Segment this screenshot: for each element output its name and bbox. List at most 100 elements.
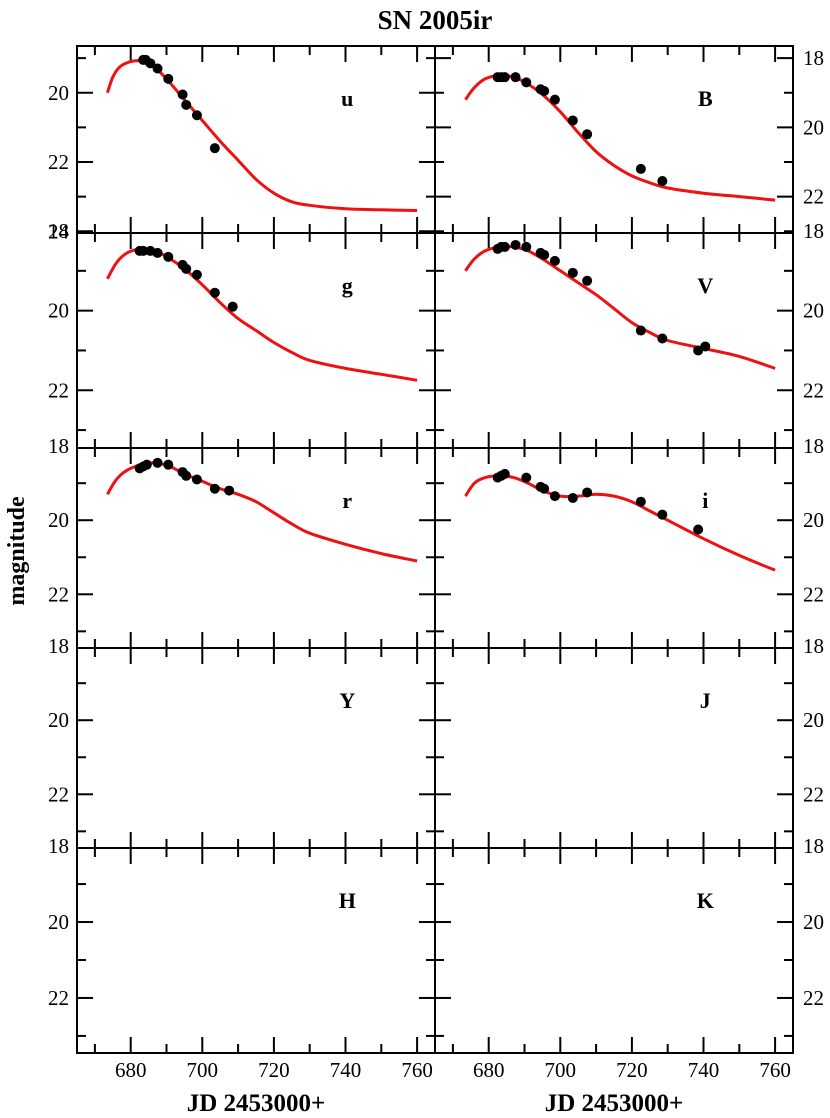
- x-axis-label-left: JD 2453000+: [187, 1090, 326, 1117]
- x-axis-label-right: JD 2453000+: [545, 1090, 684, 1117]
- band-label-u: u: [341, 86, 353, 111]
- data-point-g: [227, 301, 238, 312]
- data-point-i: [635, 496, 646, 507]
- data-point-V: [510, 239, 521, 250]
- data-point-V: [700, 341, 711, 352]
- panel-g: 18 20 22 g: [48, 219, 436, 449]
- panel-i: 18 20 22 i: [434, 434, 824, 649]
- data-point-V: [499, 241, 510, 252]
- y-tick-label: 22: [803, 185, 824, 209]
- band-label-B: B: [698, 86, 713, 111]
- data-point-B: [521, 77, 532, 88]
- data-point-r: [181, 470, 192, 481]
- data-point-r: [209, 483, 220, 494]
- panel-frame-B: [434, 45, 794, 234]
- y-tick-label: 20: [48, 508, 69, 532]
- data-point-V: [549, 255, 560, 266]
- y-tick-label: 18: [48, 834, 69, 858]
- y-tick-label: 20: [48, 81, 69, 105]
- panel-B: 18 20 22 B: [434, 45, 824, 234]
- panel-frame-V: [434, 232, 794, 449]
- x-tick-label: 680: [473, 1058, 505, 1082]
- data-point-B: [499, 72, 510, 83]
- y-tick-label: 22: [803, 986, 824, 1010]
- panels-layer: 202224u182022B182022g182022V182022r18202…: [48, 45, 824, 1082]
- data-point-r: [163, 459, 174, 470]
- x-tick-label: 720: [616, 1058, 648, 1082]
- y-tick-label: 20: [803, 299, 824, 323]
- y-tick-label: 22: [48, 986, 69, 1010]
- model-curve-i: [464, 474, 776, 572]
- y-tick-label: 18: [48, 634, 69, 658]
- model-curve-V: [464, 244, 776, 370]
- y-tick-label: 18: [803, 434, 824, 458]
- data-point-i: [539, 483, 550, 494]
- data-point-i: [549, 491, 560, 502]
- model-curve-B: [464, 73, 776, 202]
- x-tick-label: 740: [688, 1058, 720, 1082]
- y-tick-label: 22: [803, 582, 824, 606]
- band-label-J: J: [700, 688, 711, 713]
- panel-frame-Y: [76, 647, 436, 849]
- panel-frame-g: [76, 232, 436, 449]
- band-label-H: H: [339, 888, 356, 913]
- panel-u: 20 22 24 u: [48, 45, 436, 243]
- data-point-r: [152, 457, 163, 468]
- data-point-V: [567, 267, 578, 278]
- panel-K: 680 700 720 740 760 18 20 22 K: [434, 834, 824, 1082]
- data-point-u: [145, 58, 156, 69]
- data-point-g: [209, 287, 220, 298]
- data-point-B: [539, 86, 550, 97]
- panel-frame-K: [434, 847, 794, 1054]
- y-tick-label: 18: [803, 834, 824, 858]
- y-tick-label: 20: [803, 910, 824, 934]
- y-tick-label: 18: [48, 219, 69, 243]
- y-tick-label: 24: [48, 219, 70, 243]
- x-tick-label: 760: [759, 1058, 791, 1082]
- panel-frame-J: [434, 647, 794, 849]
- panel-V: 18 20 22 V: [434, 219, 824, 449]
- data-point-B: [567, 115, 578, 126]
- data-point-u: [181, 99, 192, 110]
- data-point-g: [181, 263, 192, 274]
- data-point-V: [635, 325, 646, 336]
- data-point-i: [567, 493, 578, 503]
- y-tick-label: 22: [803, 782, 824, 806]
- panel-H: 680 700 720 740 760 18 20 22 H: [48, 834, 436, 1082]
- x-tick-label: 700: [187, 1058, 219, 1082]
- x-tick-label: 700: [545, 1058, 577, 1082]
- band-label-K: K: [697, 888, 714, 913]
- panel-frame-r: [76, 447, 436, 649]
- y-tick-label: 22: [803, 378, 824, 402]
- data-point-B: [582, 129, 593, 140]
- data-point-r: [141, 459, 152, 470]
- panel-frame-H: [76, 847, 436, 1054]
- y-tick-label: 22: [48, 150, 69, 174]
- data-point-i: [582, 487, 593, 498]
- data-point-i: [693, 524, 704, 535]
- y-tick-label: 20: [803, 115, 824, 139]
- band-label-r: r: [342, 488, 352, 513]
- band-label-i: i: [702, 488, 708, 513]
- data-point-u: [209, 143, 220, 154]
- chart-title: SN 2005ir: [378, 5, 493, 35]
- y-tick-label: 20: [48, 299, 69, 323]
- model-curve-u: [105, 59, 418, 212]
- model-curve-g: [106, 247, 418, 382]
- data-point-g: [152, 247, 163, 258]
- y-tick-label: 22: [48, 582, 69, 606]
- data-point-u: [177, 89, 188, 100]
- x-tick-label: 740: [330, 1058, 362, 1082]
- band-label-V: V: [697, 273, 713, 298]
- panel-J: 18 20 22 J: [434, 634, 824, 849]
- x-tick-label: 720: [258, 1058, 290, 1082]
- y-tick-label: 20: [803, 508, 824, 532]
- y-tick-label: 22: [48, 782, 69, 806]
- data-point-V: [539, 249, 550, 260]
- x-tick-label: 680: [115, 1058, 147, 1082]
- data-point-u: [191, 110, 202, 121]
- panel-Y: 18 20 22 Y: [48, 634, 436, 849]
- y-tick-label: 18: [803, 634, 824, 658]
- data-point-u: [163, 73, 174, 84]
